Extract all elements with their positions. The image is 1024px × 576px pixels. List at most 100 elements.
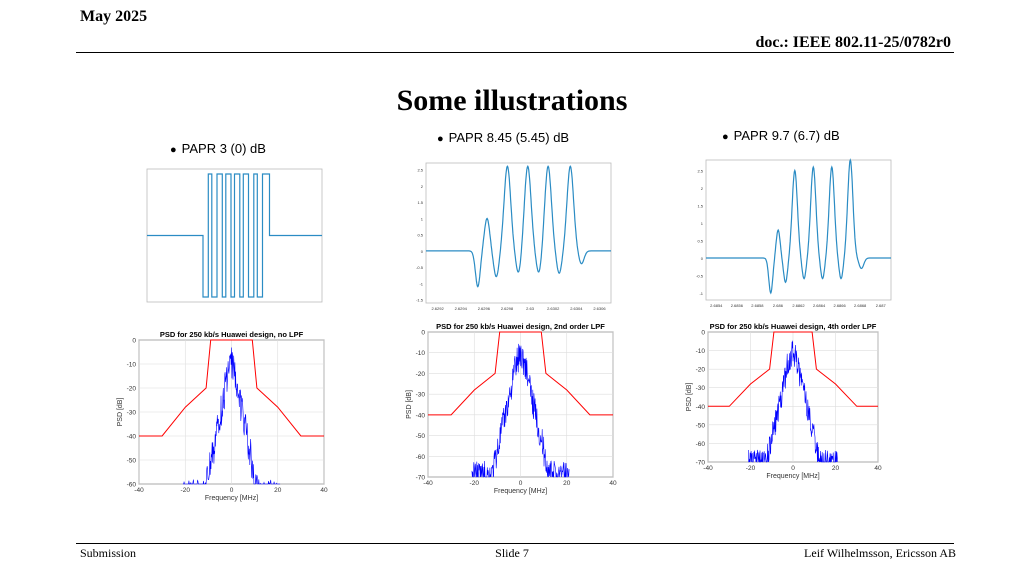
x-tick-label: 2.6306 — [593, 306, 606, 311]
y-tick-label: -1 — [419, 281, 423, 286]
psd-title: PSD for 250 kb/s Huawei design, 4th orde… — [710, 322, 877, 331]
psd-series-line — [748, 340, 838, 463]
waveform-line — [426, 165, 611, 288]
caption-col1-text: PAPR 3 (0) dB — [181, 141, 266, 156]
x-tick-label: 2.6304 — [570, 306, 583, 311]
x-tick-label: 2.6854 — [710, 303, 723, 308]
waveform-line — [706, 158, 891, 295]
y-tick-label: 0 — [421, 330, 425, 337]
x-tick-label: -20 — [181, 487, 191, 494]
y-tick-label: -60 — [416, 454, 426, 461]
plot-frame — [425, 162, 612, 304]
footer-submission: Submission — [80, 546, 137, 560]
y-axis-label: PSD [dB] — [117, 398, 124, 427]
x-tick-label: 40 — [320, 487, 328, 494]
footer-slide-number: Slide 7 — [495, 546, 529, 560]
y-tick-label: -10 — [696, 348, 706, 355]
y-tick-label: 0 — [701, 256, 704, 261]
x-tick-label: 2.6296 — [478, 306, 491, 311]
x-tick-label: 2.63 — [526, 306, 535, 311]
y-tick-label: -50 — [696, 422, 706, 429]
y-tick-label: 2.5 — [697, 169, 703, 174]
y-tick-label: -30 — [696, 385, 706, 392]
x-tick-label: 2.6862 — [792, 303, 805, 308]
psd-plot-1: PSD for 250 kb/s Huawei design, no LPF -4… — [117, 330, 328, 502]
y-axis-label: PSD [dB] — [686, 383, 693, 412]
psd-series-line — [471, 343, 570, 478]
header-rule — [76, 52, 954, 53]
x-tick-label: 2.6858 — [751, 303, 764, 308]
x-tick-label: 2.6868 — [854, 303, 867, 308]
x-tick-label: 2.6302 — [547, 306, 560, 311]
bullet-icon: ● — [170, 144, 177, 156]
x-tick-label: -20 — [746, 465, 756, 472]
time-waveform-plot-2: 2.5 2 1.5 1 0.5 0 -0.5 -1 -1.5 2.6292 2.6294 2.6296… — [416, 162, 612, 311]
y-tick-label: 1 — [701, 221, 704, 226]
x-tick-label: 2.6292 — [431, 306, 444, 311]
x-tick-label: 2.6864 — [813, 303, 826, 308]
y-tick-label: -30 — [127, 410, 137, 417]
y-tick-label: 0.5 — [417, 233, 423, 238]
x-axis-label: Frequency [MHz] — [766, 473, 819, 480]
y-tick-label: -70 — [416, 475, 426, 482]
x-axis-label: Frequency [MHz] — [205, 495, 258, 502]
waveform-line — [147, 173, 322, 298]
y-tick-label: -20 — [696, 367, 706, 374]
y-tick-label: 2 — [421, 184, 424, 189]
psd-title: PSD for 250 kb/s Huawei design, no LPF — [160, 330, 304, 339]
y-tick-label: 0 — [421, 249, 424, 254]
spectral-mask-line — [708, 331, 878, 407]
footer-author: Leif Wilhelmsson, Ericsson AB — [804, 546, 956, 560]
y-tick-label: 0.5 — [697, 239, 703, 244]
header-doc-id: doc.: IEEE 802.11-25/0782r0 — [755, 34, 951, 51]
footer-rule — [76, 543, 954, 544]
header-date: May 2025 — [80, 8, 148, 25]
y-tick-label: 1.5 — [697, 204, 703, 209]
x-tick-label: 20 — [832, 465, 840, 472]
y-tick-label: 0 — [132, 338, 136, 345]
y-tick-label: -30 — [416, 392, 426, 399]
y-tick-label: -0.5 — [696, 274, 704, 279]
y-tick-label: -20 — [416, 371, 426, 378]
x-tick-label: 20 — [274, 487, 282, 494]
y-tick-label: -10 — [127, 362, 137, 369]
psd-plot-3: PSD for 250 kb/s Huawei design, 4th orde… — [686, 322, 882, 480]
y-tick-label: -20 — [127, 386, 137, 393]
x-tick-label: 2.6298 — [501, 306, 514, 311]
y-tick-label: -40 — [127, 434, 137, 441]
spectral-mask-line — [139, 339, 324, 437]
y-tick-label: -40 — [696, 404, 706, 411]
x-tick-label: 2.6294 — [455, 306, 468, 311]
bullet-icon: ● — [722, 131, 729, 143]
x-tick-label: 0 — [230, 487, 234, 494]
x-tick-label: -20 — [470, 480, 480, 487]
y-tick-label: -1 — [699, 291, 703, 296]
y-tick-label: -40 — [416, 412, 426, 419]
y-tick-label: 2.5 — [417, 168, 423, 173]
caption-col1: ● PAPR 3 (0) dB — [170, 141, 266, 156]
caption-col3-text: PAPR 9.7 (6.7) dB — [733, 128, 840, 143]
x-tick-label: 2.687 — [876, 303, 887, 308]
x-tick-label: 0 — [519, 480, 523, 487]
y-tick-label: 1.5 — [417, 200, 423, 205]
y-tick-label: -0.5 — [416, 265, 424, 270]
x-axis-label: Frequency [MHz] — [494, 488, 547, 495]
y-tick-label: -10 — [416, 350, 426, 357]
x-tick-label: 20 — [563, 480, 571, 487]
x-tick-label: 40 — [874, 465, 882, 472]
x-tick-label: 2.6856 — [731, 303, 744, 308]
caption-col3: ● PAPR 9.7 (6.7) dB — [722, 128, 840, 143]
x-tick-label: -40 — [703, 465, 713, 472]
y-tick-label: 1 — [421, 216, 424, 221]
x-tick-label: 2.6866 — [833, 303, 846, 308]
time-waveform-plot-3: 2.5 2 1.5 1 0.5 0 -0.5 -1 2.6854 2.6856 2.6858 2.68… — [696, 158, 892, 308]
psd-series-line — [182, 347, 281, 485]
x-tick-label: 2.686 — [773, 303, 784, 308]
caption-col2: ● PAPR 8.45 (5.45) dB — [437, 130, 569, 145]
x-tick-label: -40 — [134, 487, 144, 494]
spectral-mask-line — [428, 331, 613, 416]
y-tick-label: 2 — [701, 186, 704, 191]
time-waveform-plot-1 — [146, 168, 323, 303]
y-tick-label: 0 — [701, 330, 705, 337]
caption-col2-text: PAPR 8.45 (5.45) dB — [448, 130, 570, 145]
